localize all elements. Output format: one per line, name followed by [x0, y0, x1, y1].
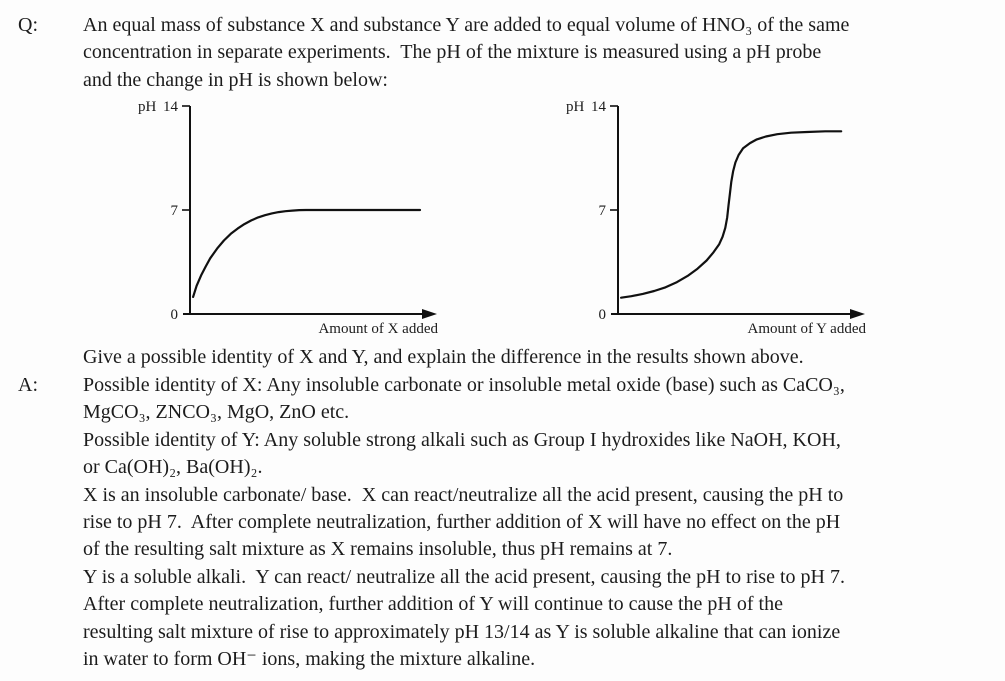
x-axis-title: Amount of X added: [318, 321, 438, 337]
answer-label: A:: [18, 374, 38, 396]
answer-line-6: rise to pH 7. After complete neutralizat…: [83, 511, 841, 533]
ph-vs-x-chart: 0 7 14 pH Amount of X added: [138, 99, 438, 337]
question-line-3: and the change in pH is shown below:: [83, 69, 388, 91]
answer-line-11: in water to form OH⁻ ions, making the mi…: [83, 648, 536, 670]
x-axis-arrowhead-icon: [850, 309, 865, 319]
y-tick-label: 14: [163, 99, 179, 115]
x-axis-arrowhead-icon: [422, 309, 437, 319]
curve: [620, 130, 843, 299]
y-tick-label: 7: [171, 203, 179, 219]
question-line-4: Give a possible identity of X and Y, and…: [83, 346, 804, 368]
answer-line-9: After complete neutralization, further a…: [83, 593, 783, 615]
answer-line-1: Possible identity of X: Any insoluble ca…: [83, 374, 845, 396]
answer-line-4: or Ca(OH)₂, Ba(OH)₂.: [83, 456, 263, 478]
y-tick-label: 0: [171, 307, 179, 323]
curve: [192, 208, 422, 298]
y-ticks: 0 7 14: [591, 99, 618, 323]
y-axis-title: pH: [138, 99, 157, 115]
y-axis-title: pH: [566, 99, 585, 115]
ph-vs-y-chart: 0 7 14 pH Amount of Y added: [566, 99, 867, 337]
answer-line-8: Y is a soluble alkali. Y can react/ neut…: [83, 566, 845, 588]
x-axis-title: Amount of Y added: [748, 321, 867, 337]
y-ticks: 0 7 14: [163, 99, 190, 323]
answer-line-7: of the resulting salt mixture as X remai…: [83, 538, 673, 560]
y-tick-label: 0: [599, 307, 607, 323]
y-tick-label: 7: [599, 203, 607, 219]
y-tick-label: 14: [591, 99, 607, 115]
answer-line-5: X is an insoluble carbonate/ base. X can…: [83, 484, 844, 506]
answer-line-2: MgCO₃, ZNCO₃, MgO, ZnO etc.: [83, 401, 350, 423]
answer-line-10: resulting salt mixture of rise to approx…: [83, 621, 841, 643]
question-label: Q:: [18, 14, 38, 36]
answer-line-3: Possible identity of Y: Any soluble stro…: [83, 429, 841, 451]
question-line-2: concentration in separate experiments. T…: [83, 41, 822, 63]
question-line-1: An equal mass of substance X and substan…: [83, 14, 850, 36]
